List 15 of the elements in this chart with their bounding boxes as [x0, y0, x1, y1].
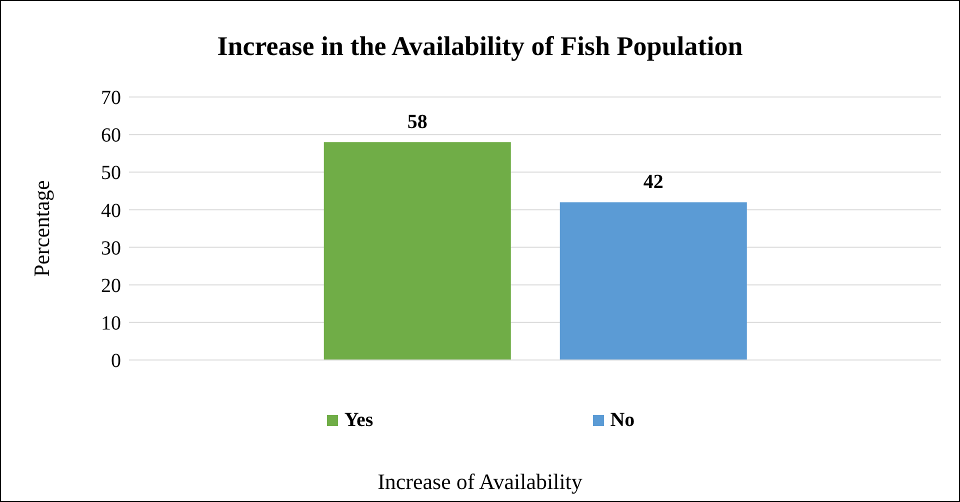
y-tick-label: 40 [101, 200, 121, 222]
legend-label: No [610, 409, 635, 432]
y-axis-title: Percentage [28, 180, 54, 277]
data-label: 58 [407, 111, 428, 134]
y-tick-label: 0 [111, 350, 121, 372]
data-label: 42 [643, 171, 664, 194]
y-tick-label: 50 [101, 162, 121, 184]
x-axis-title: Increase of Availability [376, 469, 584, 495]
y-tick-label: 60 [101, 124, 121, 147]
legend-label: Yes [344, 409, 374, 432]
y-tick-label: 70 [101, 87, 121, 110]
y-tick-label: 20 [101, 274, 121, 297]
y-tick-label: 10 [101, 312, 121, 335]
chart-title: Increase in the Availability of Fish Population [216, 31, 744, 62]
y-tick-label: 30 [101, 237, 121, 260]
